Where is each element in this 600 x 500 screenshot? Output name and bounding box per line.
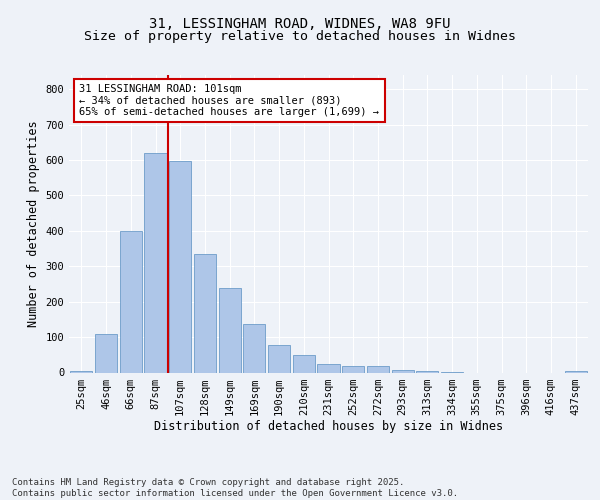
Y-axis label: Number of detached properties: Number of detached properties <box>27 120 40 327</box>
Bar <box>293 355 315 372</box>
Bar <box>565 370 587 372</box>
Bar <box>218 288 241 372</box>
Bar <box>243 324 265 372</box>
Bar <box>119 231 142 372</box>
Bar <box>392 370 414 372</box>
Bar <box>367 366 389 372</box>
Bar <box>70 370 92 372</box>
Text: 31 LESSINGHAM ROAD: 101sqm
← 34% of detached houses are smaller (893)
65% of sem: 31 LESSINGHAM ROAD: 101sqm ← 34% of deta… <box>79 84 379 117</box>
Bar <box>342 366 364 372</box>
Bar <box>95 334 117 372</box>
Text: 31, LESSINGHAM ROAD, WIDNES, WA8 9FU: 31, LESSINGHAM ROAD, WIDNES, WA8 9FU <box>149 18 451 32</box>
Bar <box>169 161 191 372</box>
Bar <box>145 153 167 372</box>
Bar <box>317 364 340 372</box>
X-axis label: Distribution of detached houses by size in Widnes: Distribution of detached houses by size … <box>154 420 503 434</box>
Bar <box>194 254 216 372</box>
Bar <box>268 344 290 372</box>
Text: Contains HM Land Registry data © Crown copyright and database right 2025.
Contai: Contains HM Land Registry data © Crown c… <box>12 478 458 498</box>
Text: Size of property relative to detached houses in Widnes: Size of property relative to detached ho… <box>84 30 516 43</box>
